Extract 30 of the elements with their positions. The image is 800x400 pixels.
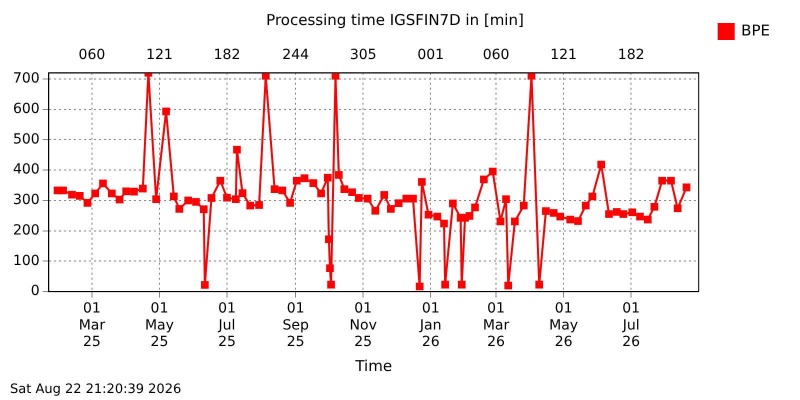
x-tick-label: 01 May 25 xyxy=(144,300,174,350)
x-axis-title: Time xyxy=(354,356,392,375)
chart-title: Processing time IGSFIN7D in [min] xyxy=(266,10,524,29)
x2-tick-label: 182 xyxy=(214,47,240,64)
y-tick-label: 600 xyxy=(12,100,40,117)
y-tick-label: 500 xyxy=(12,131,40,148)
x-tick-label: 01 May 26 xyxy=(549,300,578,350)
x-tick-label: 01 Sep 25 xyxy=(282,300,309,350)
x2-tick-label: 060 xyxy=(78,47,106,64)
y-tick-label: 200 xyxy=(12,222,40,238)
x2-tick-label: 244 xyxy=(282,47,310,64)
y-tick-label: 0 xyxy=(30,283,40,300)
x-tick-label: 01 Nov 25 xyxy=(350,300,377,350)
x-tick-label: 01 Jul 25 xyxy=(218,300,236,350)
y-tick-label: 300 xyxy=(12,192,40,208)
text: Sat Aug 22 21:20:39 2026 xyxy=(10,382,182,397)
x-tick-label: 01 Jul 26 xyxy=(622,300,640,350)
y-tick-label: 400 xyxy=(12,162,40,178)
legend-label: BPE xyxy=(741,21,770,40)
x-tick-label: 01 Mar 26 xyxy=(482,300,510,350)
y-tick-label: 100 xyxy=(12,252,40,269)
x2-tick-label: 060 xyxy=(482,47,510,64)
x2-tick-label: 001 xyxy=(417,47,444,64)
x2-tick-label: 121 xyxy=(146,47,173,64)
x2-tick-label: 305 xyxy=(350,47,377,64)
x-tick-label: 01 Mar 25 xyxy=(78,300,106,350)
x2-tick-label: 182 xyxy=(618,47,645,64)
y-tick-label: 700 xyxy=(12,70,40,87)
x2-tick-label: 121 xyxy=(550,47,577,64)
x-tick-label: 01 Jan 26 xyxy=(418,300,442,350)
